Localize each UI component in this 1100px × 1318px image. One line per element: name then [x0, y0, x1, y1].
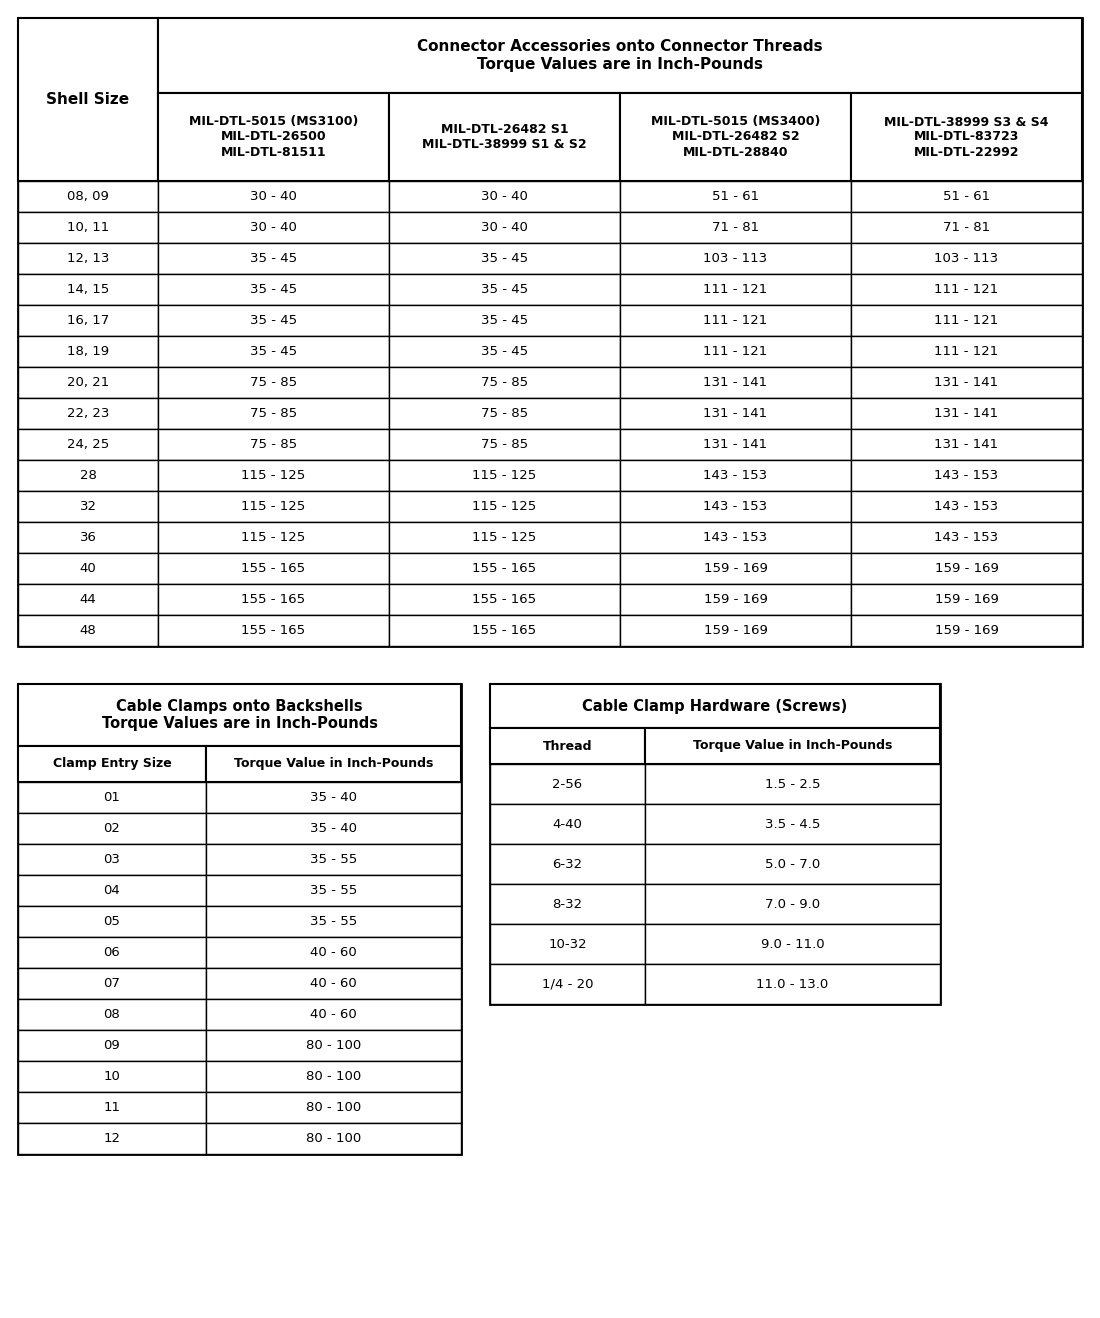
Bar [389, 616, 620, 646]
Bar [158, 336, 389, 366]
Text: 115 - 125: 115 - 125 [241, 469, 306, 482]
Text: 02: 02 [103, 822, 120, 836]
Bar [389, 243, 620, 274]
Text: 155 - 165: 155 - 165 [241, 593, 306, 606]
Bar [645, 884, 940, 924]
Text: 75 - 85: 75 - 85 [481, 407, 528, 420]
Text: 75 - 85: 75 - 85 [250, 376, 297, 389]
Bar [620, 554, 851, 584]
Text: Torque Value in Inch-Pounds: Torque Value in Inch-Pounds [234, 758, 433, 771]
Text: 75 - 85: 75 - 85 [481, 438, 528, 451]
Text: 35 - 45: 35 - 45 [250, 314, 297, 327]
Bar [851, 181, 1082, 212]
Text: Connector Accessories onto Connector Threads
Torque Values are in Inch-Pounds: Connector Accessories onto Connector Thr… [417, 40, 823, 71]
Bar [645, 844, 940, 884]
Text: 16, 17: 16, 17 [67, 314, 109, 327]
Bar [18, 366, 158, 398]
Text: 30 - 40: 30 - 40 [250, 221, 297, 235]
Text: 18, 19: 18, 19 [67, 345, 109, 358]
Bar [490, 804, 645, 844]
Text: 03: 03 [103, 853, 120, 866]
Text: 80 - 100: 80 - 100 [306, 1070, 361, 1083]
Bar [389, 304, 620, 336]
Bar [18, 554, 158, 584]
Text: Thread: Thread [542, 739, 592, 753]
Text: 06: 06 [103, 946, 120, 960]
Bar [18, 782, 206, 813]
Bar [389, 336, 620, 366]
Bar [206, 1093, 461, 1123]
Bar [206, 746, 461, 782]
Bar [18, 212, 158, 243]
Bar [206, 875, 461, 905]
Bar [851, 336, 1082, 366]
Bar [18, 1123, 206, 1155]
Bar [158, 181, 389, 212]
Bar [18, 1093, 206, 1123]
Text: 35 - 45: 35 - 45 [481, 283, 528, 297]
Text: 24, 25: 24, 25 [67, 438, 109, 451]
Text: 40 - 60: 40 - 60 [310, 977, 356, 990]
Text: 155 - 165: 155 - 165 [472, 561, 537, 575]
Bar [620, 181, 851, 212]
Bar [18, 243, 158, 274]
Bar [851, 398, 1082, 428]
Bar [18, 428, 158, 460]
Bar [389, 94, 620, 181]
Text: 159 - 169: 159 - 169 [704, 623, 768, 637]
Text: 35 - 40: 35 - 40 [310, 791, 358, 804]
Text: 04: 04 [103, 884, 120, 898]
Text: 30 - 40: 30 - 40 [481, 221, 528, 235]
Text: 143 - 153: 143 - 153 [934, 500, 999, 513]
Bar [206, 813, 461, 844]
Bar [158, 522, 389, 554]
Text: 159 - 169: 159 - 169 [704, 561, 768, 575]
Text: 35 - 40: 35 - 40 [310, 822, 358, 836]
Text: 115 - 125: 115 - 125 [472, 500, 537, 513]
Text: 3.5 - 4.5: 3.5 - 4.5 [764, 817, 821, 830]
Bar [389, 366, 620, 398]
Text: 08: 08 [103, 1008, 120, 1021]
Bar [18, 304, 158, 336]
Text: 75 - 85: 75 - 85 [250, 407, 297, 420]
Bar [158, 428, 389, 460]
Text: 35 - 45: 35 - 45 [250, 345, 297, 358]
Text: MIL-DTL-26482 S1
MIL-DTL-38999 S1 & S2: MIL-DTL-26482 S1 MIL-DTL-38999 S1 & S2 [422, 123, 586, 152]
Text: 9.0 - 11.0: 9.0 - 11.0 [761, 937, 824, 950]
Bar [620, 584, 851, 616]
Text: 08, 09: 08, 09 [67, 190, 109, 203]
Text: 6-32: 6-32 [552, 858, 583, 870]
Text: 35 - 55: 35 - 55 [310, 853, 358, 866]
Text: 159 - 169: 159 - 169 [935, 593, 999, 606]
Text: 35 - 45: 35 - 45 [250, 283, 297, 297]
Bar [620, 492, 851, 522]
Text: Clamp Entry Size: Clamp Entry Size [53, 758, 172, 771]
Text: 12, 13: 12, 13 [67, 252, 109, 265]
Text: 11: 11 [103, 1101, 121, 1114]
Bar [158, 398, 389, 428]
Bar [490, 728, 645, 764]
Bar [158, 616, 389, 646]
Bar [490, 684, 940, 1004]
Text: MIL-DTL-5015 (MS3100)
MIL-DTL-26500
MIL-DTL-81511: MIL-DTL-5015 (MS3100) MIL-DTL-26500 MIL-… [189, 116, 359, 158]
Bar [18, 999, 206, 1029]
Bar [18, 181, 158, 212]
Text: 143 - 153: 143 - 153 [703, 531, 768, 544]
Text: 103 - 113: 103 - 113 [934, 252, 999, 265]
Bar [158, 584, 389, 616]
Text: 36: 36 [79, 531, 97, 544]
Text: 12: 12 [103, 1132, 121, 1145]
Text: 111 - 121: 111 - 121 [934, 345, 999, 358]
Text: 1/4 - 20: 1/4 - 20 [541, 978, 593, 991]
Text: 155 - 165: 155 - 165 [472, 593, 537, 606]
Bar [158, 304, 389, 336]
Text: 115 - 125: 115 - 125 [472, 469, 537, 482]
Text: Cable Clamps onto Backshells
Torque Values are in Inch-Pounds: Cable Clamps onto Backshells Torque Valu… [101, 699, 377, 731]
Bar [851, 428, 1082, 460]
Bar [18, 336, 158, 366]
Text: 35 - 55: 35 - 55 [310, 884, 358, 898]
Bar [18, 875, 206, 905]
Bar [620, 460, 851, 492]
Text: 35 - 45: 35 - 45 [481, 314, 528, 327]
Text: 35 - 55: 35 - 55 [310, 915, 358, 928]
